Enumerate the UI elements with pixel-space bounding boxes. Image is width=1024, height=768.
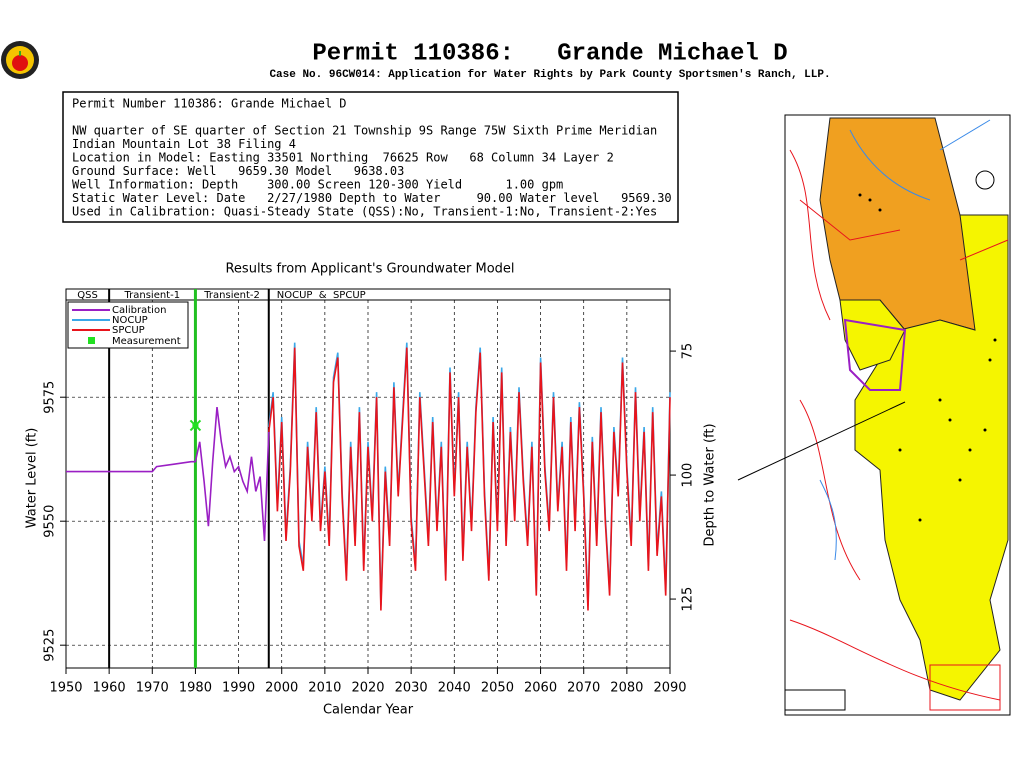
page-subtitle: Case No. 96CW014: Application for Water … <box>269 69 830 81</box>
legend-label: Measurement <box>112 336 181 347</box>
y-tick-label: 9575 <box>43 381 58 414</box>
y-tick-label: 9525 <box>43 629 58 662</box>
info-line: Indian Mountain Lot 38 Filing 4 <box>72 137 296 151</box>
period-label: QSS <box>77 290 98 301</box>
y-tick-label: 9550 <box>43 505 58 538</box>
y2-tick-label: 75 <box>681 343 696 360</box>
info-line: Static Water Level: Date 2/27/1980 Depth… <box>72 191 672 205</box>
x-tick-label: 2030 <box>395 681 428 696</box>
x-tick-label: 1970 <box>136 681 169 696</box>
x-tick-label: 1950 <box>49 681 82 696</box>
x-tick-label: 2070 <box>567 681 600 696</box>
legend-swatch <box>88 337 95 344</box>
series-line <box>66 407 270 542</box>
measurement-marker-box <box>192 422 199 429</box>
info-line: NW quarter of SE quarter of Section 21 T… <box>72 124 657 138</box>
chart: Results from Applicant's Groundwater Mod… <box>25 262 718 718</box>
x-tick-label: 1980 <box>179 681 212 696</box>
x-tick-label: 1990 <box>222 681 255 696</box>
x-tick-label: 2020 <box>351 681 384 696</box>
info-line: Permit Number 110386: Grande Michael D <box>72 97 347 111</box>
legend-label: Calibration <box>112 305 166 316</box>
info-line: Well Information: Depth 300.00 Screen 12… <box>72 178 563 192</box>
period-label: Transient-1 <box>123 290 180 301</box>
x-tick-label: 2050 <box>481 681 514 696</box>
series-line <box>268 347 671 611</box>
x-tick-label: 2060 <box>524 681 557 696</box>
x-tick-label: 2040 <box>438 681 471 696</box>
y2-tick-label: 100 <box>681 463 696 488</box>
map <box>737 114 1011 716</box>
legend-label: NOCUP <box>112 315 148 326</box>
legend-label: SPCUP <box>112 325 145 336</box>
x-tick-label: 2010 <box>308 681 341 696</box>
x-axis-label: Calendar Year <box>323 703 414 718</box>
chart-title: Results from Applicant's Groundwater Mod… <box>225 262 514 277</box>
logo <box>1 41 39 79</box>
x-tick-label: 1960 <box>93 681 126 696</box>
period-label: NOCUP & SPCUP <box>277 290 366 301</box>
page-title: Permit 110386: Grande Michael D <box>312 40 787 67</box>
info-line: Used in Calibration: Quasi-Steady State … <box>72 205 657 219</box>
x-tick-label: 2090 <box>653 681 686 696</box>
info-line: Location in Model: Easting 33501 Northin… <box>72 151 614 165</box>
info-lines: Permit Number 110386: Grande Michael D NW… <box>72 97 672 219</box>
y-axis-label: Water Level (ft) <box>25 428 40 529</box>
y2-axis-label: Depth to Water (ft) <box>703 423 718 546</box>
x-tick-label: 2080 <box>610 681 643 696</box>
info-line: Ground Surface: Well 9659.30 Model 9638.… <box>72 164 404 178</box>
y2-tick-label: 125 <box>681 587 696 612</box>
period-label: Transient-2 <box>203 290 260 301</box>
x-tick-label: 2000 <box>265 681 298 696</box>
info-box <box>62 91 679 223</box>
